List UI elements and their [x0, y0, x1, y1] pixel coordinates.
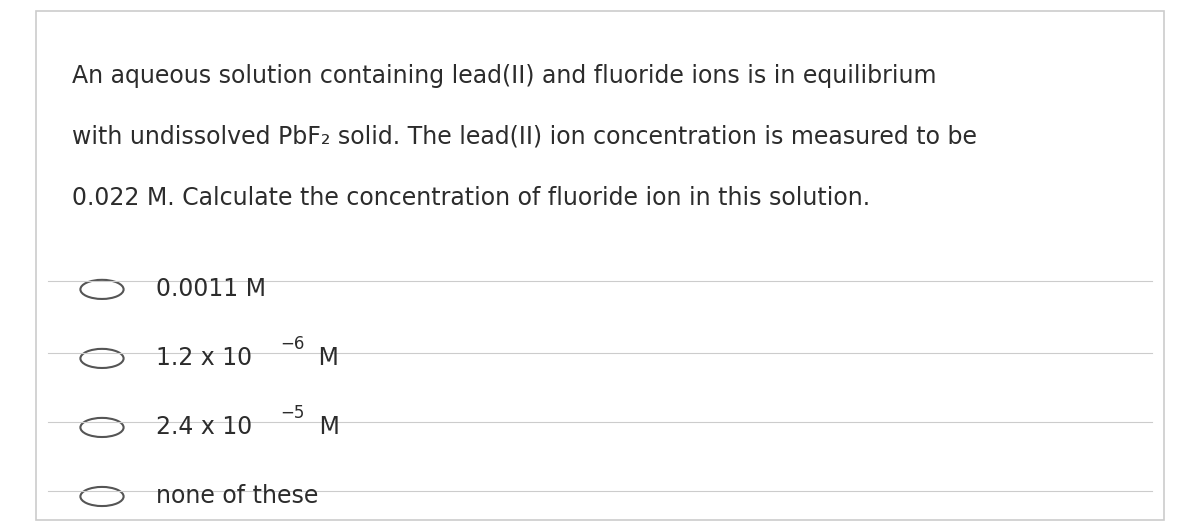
- Text: with undissolved PbF₂ solid. The lead(II) ion concentration is measured to be: with undissolved PbF₂ solid. The lead(II…: [72, 125, 977, 149]
- Text: 2.4 x 10: 2.4 x 10: [156, 415, 252, 440]
- Text: −6: −6: [280, 335, 305, 353]
- Text: 1.2 x 10: 1.2 x 10: [156, 346, 252, 371]
- Text: −5: −5: [280, 404, 305, 422]
- Text: An aqueous solution containing lead(II) and fluoride ions is in equilibrium: An aqueous solution containing lead(II) …: [72, 64, 936, 88]
- Text: M: M: [312, 346, 340, 371]
- Text: none of these: none of these: [156, 484, 318, 509]
- Text: 0.022 M. Calculate the concentration of fluoride ion in this solution.: 0.022 M. Calculate the concentration of …: [72, 186, 870, 210]
- FancyBboxPatch shape: [36, 11, 1164, 520]
- Text: M: M: [312, 415, 340, 440]
- Text: 0.0011 M: 0.0011 M: [156, 277, 266, 302]
